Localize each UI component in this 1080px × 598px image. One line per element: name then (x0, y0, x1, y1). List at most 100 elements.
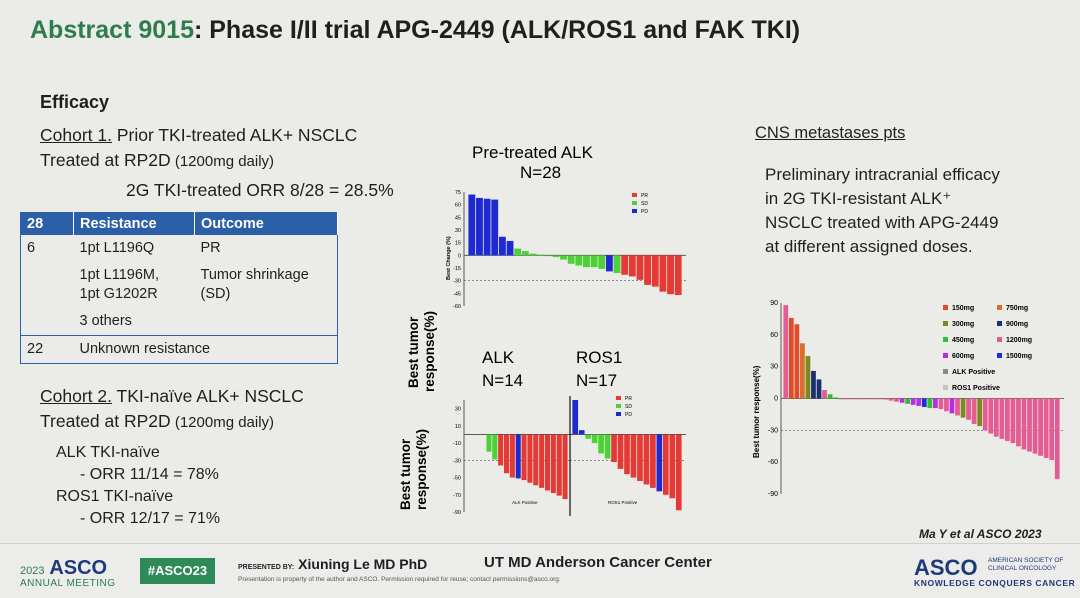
legend-swatch (943, 353, 948, 358)
waterfall-bar (514, 248, 522, 256)
ros1-orr: - ORR 12/17 = 71% (80, 510, 221, 527)
chart1-title: Pre-treated ALK (472, 143, 594, 162)
chart1-ylabel-2: response(%) (422, 311, 437, 392)
waterfall-bar (617, 434, 624, 469)
annual-meeting: ANNUAL MEETING (20, 578, 116, 589)
waterfall-bar (932, 398, 938, 409)
waterfall-bar (938, 398, 944, 410)
waterfall-bar (498, 434, 504, 466)
table-cell: Tumor shrinkage (SD) (200, 267, 309, 302)
waterfall-bar (805, 356, 811, 399)
presented-by: PRESENTED BY: Xiuning Le MD PhD (238, 556, 427, 572)
table-row: 3 others (21, 308, 338, 336)
y-tick-label: 30 (455, 407, 461, 413)
waterfall-bar (468, 194, 476, 256)
legend-swatch (632, 209, 637, 213)
waterfall-bar (827, 394, 833, 399)
abstract-number: Abstract 9015 (30, 16, 194, 44)
table-cell (21, 308, 74, 336)
chart1-ylabel-line: Best tumor (406, 316, 421, 388)
waterfall-bar (515, 434, 521, 479)
cohort1-label: Cohort 1. (40, 125, 112, 145)
citation: Ma Y et al ASCO 2023 (919, 527, 1042, 541)
table-row: 6 1pt L1196Q PR (21, 235, 338, 262)
waterfall-bar (1016, 398, 1021, 447)
cns-title: CNS metastases pts (755, 124, 905, 143)
waterfall-bar (977, 398, 983, 427)
slide-title: Abstract 9015: Phase I/II trial APG-2449… (30, 16, 800, 45)
legend-label: 600mg (952, 353, 974, 360)
table-cell: PR (200, 240, 221, 256)
cns-line: Preliminary intracranial efficacy (765, 165, 1000, 184)
waterfall-bar (621, 255, 629, 275)
waterfall-bar (521, 434, 527, 481)
waterfall-bar (822, 390, 827, 399)
chart3-title: ROS1 (576, 348, 622, 367)
legend-swatch (997, 353, 1002, 358)
legend-label: 300mg (952, 321, 974, 328)
hashtag-badge: #ASCO23 (140, 558, 215, 584)
alk-orr: - ORR 11/14 = 78% (80, 466, 219, 483)
legend-label: PD (625, 412, 632, 418)
cohort2-heading: Cohort 2. TKI-naïve ALK+ NSCLC (40, 386, 304, 407)
y-tick-label: -60 (453, 304, 461, 310)
waterfall-bar (899, 398, 905, 403)
waterfall-bar (1043, 398, 1049, 458)
y-tick-label: -30 (453, 458, 461, 464)
legend-swatch (632, 193, 637, 197)
legend-label: 1200mg (1006, 337, 1032, 344)
waterfall-bar (910, 398, 916, 405)
waterfall-bar (491, 199, 499, 256)
legend-label: SD (625, 404, 632, 410)
waterfall-bar (1032, 398, 1038, 454)
legend-label: 1500mg (1006, 353, 1032, 360)
chart1-ylabel-small: Best Change (%) (446, 236, 452, 280)
waterfall-bar (675, 434, 682, 511)
waterfall-bar (667, 255, 674, 295)
table-header-count: 28 (20, 212, 74, 235)
waterfall-bar (894, 398, 899, 402)
y-tick-label: 0 (774, 396, 778, 403)
chart3-subtitle: N=17 (576, 371, 617, 390)
waterfall-bar (598, 255, 606, 269)
y-tick-label: -70 (453, 493, 461, 499)
y-tick-label: 75 (455, 190, 461, 196)
y-tick-label: 0 (458, 253, 461, 259)
table-row: 22 Unknown resistance (20, 335, 338, 364)
y-tick-label: 30 (455, 228, 461, 234)
waterfall-bar (662, 434, 669, 495)
waterfall-bar (783, 305, 789, 399)
disclaimer: Presentation is property of the author a… (238, 576, 561, 583)
presented-by-label: PRESENTED BY: (238, 564, 295, 571)
y-tick-label: -30 (453, 279, 461, 285)
waterfall-bar (533, 434, 539, 486)
legend-label: PR (625, 396, 632, 402)
waterfall-charts: Pre-treated ALK N=28 Best tumor response… (398, 143, 686, 516)
cohort1-treated: Treated at RP2D (1200mg daily) (40, 150, 274, 171)
table-cell: 1pt L1196M, 1pt G1202R (79, 267, 160, 302)
y-tick-label: 90 (770, 300, 778, 307)
ros1-group-label: ROS1 Positive (608, 500, 638, 505)
waterfall-bar (844, 398, 850, 400)
waterfall-bar (628, 255, 636, 277)
waterfall-bar (866, 398, 872, 400)
asco-sub-line: CLINICAL ONCOLOGY (988, 565, 1057, 572)
waterfall-bar (521, 251, 529, 256)
y-tick-label: 60 (455, 203, 461, 209)
waterfall-bar (503, 434, 510, 474)
cohort1-desc: Prior TKI-treated ALK+ NSCLC (111, 125, 358, 145)
waterfall-bar (624, 434, 630, 475)
y-tick-label: 60 (770, 332, 778, 339)
waterfall-bar (637, 434, 643, 481)
asco-society-name: AMERICAN SOCIETY OF CLINICAL ONCOLOGY (988, 557, 1063, 573)
waterfall-bar (883, 398, 888, 400)
legend-label: 450mg (952, 337, 974, 344)
waterfall-bar (860, 398, 866, 400)
legend-label: 150mg (952, 305, 974, 312)
waterfall-bar (636, 255, 644, 280)
waterfall-bar (788, 317, 794, 399)
legend-label: SD (641, 201, 648, 207)
waterfall-bar (529, 253, 537, 256)
waterfall-bar (604, 434, 611, 459)
table-cell: 22 (20, 335, 74, 364)
